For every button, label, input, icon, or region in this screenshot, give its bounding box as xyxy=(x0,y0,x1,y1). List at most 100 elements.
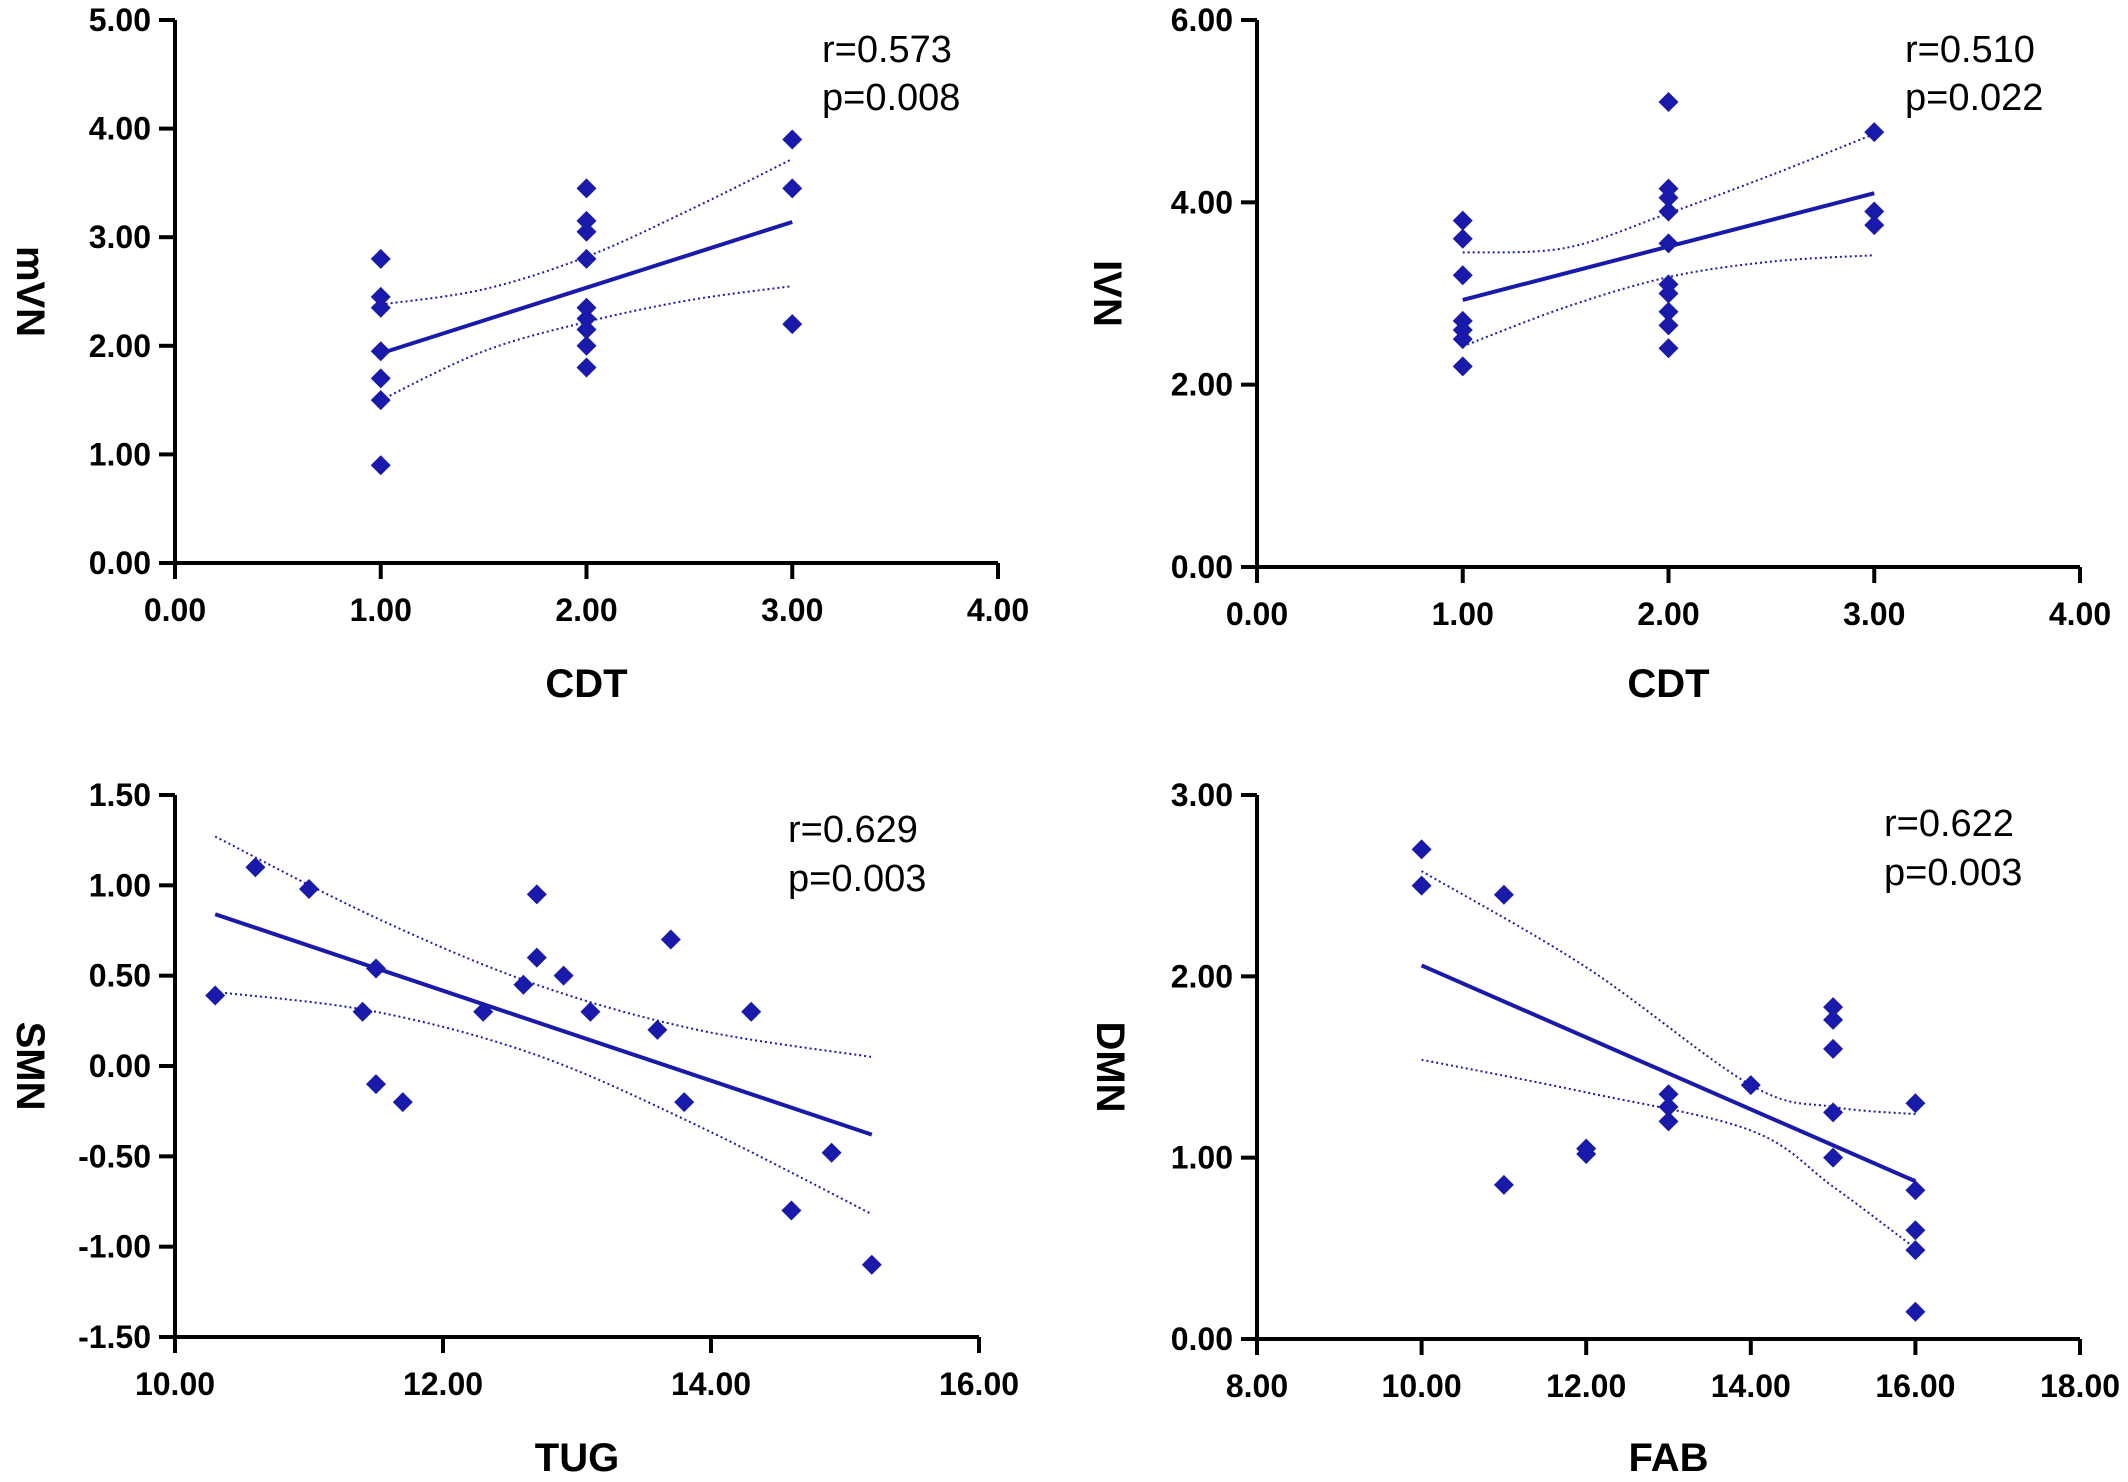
data-point xyxy=(370,341,391,362)
data-point xyxy=(370,390,391,411)
y-tick-label: 0.00 xyxy=(1171,549,1233,585)
data-point xyxy=(1658,201,1679,222)
data-point xyxy=(526,884,547,905)
data-point xyxy=(1864,201,1885,222)
data-point xyxy=(366,958,386,979)
x-tick-label: 14.00 xyxy=(1711,1368,1791,1404)
x-tick-label: 2.00 xyxy=(1637,596,1699,632)
data-point xyxy=(576,221,597,242)
data-point xyxy=(1823,1038,1844,1059)
y-tick-label: 4.00 xyxy=(89,111,151,147)
y-tick-label: -1.50 xyxy=(78,1319,151,1355)
x-tick-label: 10.00 xyxy=(1382,1368,1462,1404)
data-point xyxy=(1493,884,1514,905)
data-point xyxy=(299,878,319,899)
x-tick-label: 2.00 xyxy=(555,592,617,628)
data-point xyxy=(580,1001,601,1022)
correlation-r-label: r=0.629 xyxy=(788,809,918,851)
data-point xyxy=(1658,92,1679,113)
data-point xyxy=(370,455,391,476)
data-point xyxy=(1576,1144,1597,1165)
data-point xyxy=(1411,875,1432,896)
data-point xyxy=(1452,265,1473,286)
data-point xyxy=(1658,233,1679,254)
x-tick-label: 4.00 xyxy=(967,592,1029,628)
y-axis-title: SMN xyxy=(8,1022,52,1111)
y-tick-label: 0.00 xyxy=(89,1048,151,1084)
chart-panel-4: 8.00 10.00 12.00 14.00 16.00 18.00 0.00 1.00 2.0… xyxy=(1088,777,2120,1480)
y-tick-label: 1.00 xyxy=(89,436,151,472)
data-point xyxy=(861,1254,882,1275)
data-point xyxy=(392,1092,413,1113)
x-tick-label: 12.00 xyxy=(1546,1368,1626,1404)
data-point xyxy=(1905,1301,1926,1322)
y-tick-label: 4.00 xyxy=(1171,184,1233,220)
y-tick-label: 2.00 xyxy=(89,328,151,364)
correlation-r-label: r=0.510 xyxy=(1905,29,2035,71)
y-tick-label: 0.00 xyxy=(1171,1321,1233,1357)
data-point xyxy=(782,178,803,199)
data-point xyxy=(741,1001,762,1022)
y-tick-label: 0.00 xyxy=(89,545,151,581)
data-point xyxy=(352,1001,373,1022)
y-tick-label: 5.00 xyxy=(89,2,151,38)
data-point xyxy=(1658,1096,1679,1117)
y-tick-label: 1.50 xyxy=(89,777,151,813)
x-axis-title: TUG xyxy=(535,1436,619,1480)
x-tick-label: 1.00 xyxy=(350,592,412,628)
x-tick-label: 0.00 xyxy=(144,592,206,628)
chart-panel-2: 0.00 1.00 2.00 3.00 4.00 0.00 2.00 4.00 6.00 CDT I… xyxy=(1085,2,2111,706)
correlation-r-label: r=0.622 xyxy=(1884,803,2014,845)
p-value-label: p=0.003 xyxy=(788,858,926,900)
x-tick-label: 16.00 xyxy=(1875,1368,1955,1404)
data-point xyxy=(473,1001,494,1022)
y-tick-label: 3.00 xyxy=(1171,777,1233,813)
x-axis-title: CDT xyxy=(1627,662,1709,706)
data-point xyxy=(1823,1009,1844,1030)
y-tick-label: 2.00 xyxy=(1171,367,1233,403)
data-point xyxy=(370,286,391,307)
y-tick-label: 2.00 xyxy=(1171,958,1233,994)
data-point xyxy=(526,947,547,968)
data-point xyxy=(1658,1084,1679,1105)
x-axis-title: CDT xyxy=(545,662,627,706)
data-point xyxy=(1658,338,1679,359)
data-point xyxy=(576,308,597,329)
data-point xyxy=(1658,1111,1679,1132)
data-point xyxy=(1823,1102,1844,1123)
x-tick-label: 8.00 xyxy=(1226,1368,1288,1404)
x-tick-label: 14.00 xyxy=(671,1366,751,1402)
x-axis-title: FAB xyxy=(1629,1436,1709,1480)
ci-upper-line xyxy=(214,835,872,1058)
regression-line xyxy=(214,912,873,1137)
ci-lower-line xyxy=(215,990,873,1216)
chart-panel-3: 10.00 12.00 14.00 16.00 -1.50 -1.00 -0.50 0.00 0… xyxy=(8,777,1019,1480)
ci-lower-line xyxy=(1421,1058,1916,1250)
y-tick-label: 1.00 xyxy=(89,867,151,903)
data-point xyxy=(1823,997,1844,1018)
data-point xyxy=(1658,187,1679,208)
ci-upper-line xyxy=(1421,870,1916,1116)
data-point xyxy=(576,248,597,269)
data-point xyxy=(370,297,391,318)
data-point xyxy=(576,357,597,378)
data-point xyxy=(576,178,597,199)
data-point xyxy=(1905,1220,1926,1241)
y-axis-title: mVN xyxy=(8,246,52,337)
y-tick-label: -0.50 xyxy=(78,1138,151,1174)
y-axis-title: DMN xyxy=(1088,1021,1132,1112)
y-tick-label: 6.00 xyxy=(1171,2,1233,38)
x-tick-label: 3.00 xyxy=(761,592,823,628)
data-point xyxy=(370,368,391,389)
x-tick-label: 10.00 xyxy=(135,1366,215,1402)
data-point xyxy=(1905,1093,1926,1114)
regression-line xyxy=(1420,963,1917,1184)
data-point xyxy=(1658,315,1679,336)
data-point xyxy=(647,1019,668,1040)
ci-lower-line xyxy=(1462,254,1875,348)
data-point xyxy=(1740,1075,1761,1096)
data-point xyxy=(553,965,574,986)
x-tick-label: 16.00 xyxy=(939,1366,1019,1402)
data-point xyxy=(576,297,597,318)
